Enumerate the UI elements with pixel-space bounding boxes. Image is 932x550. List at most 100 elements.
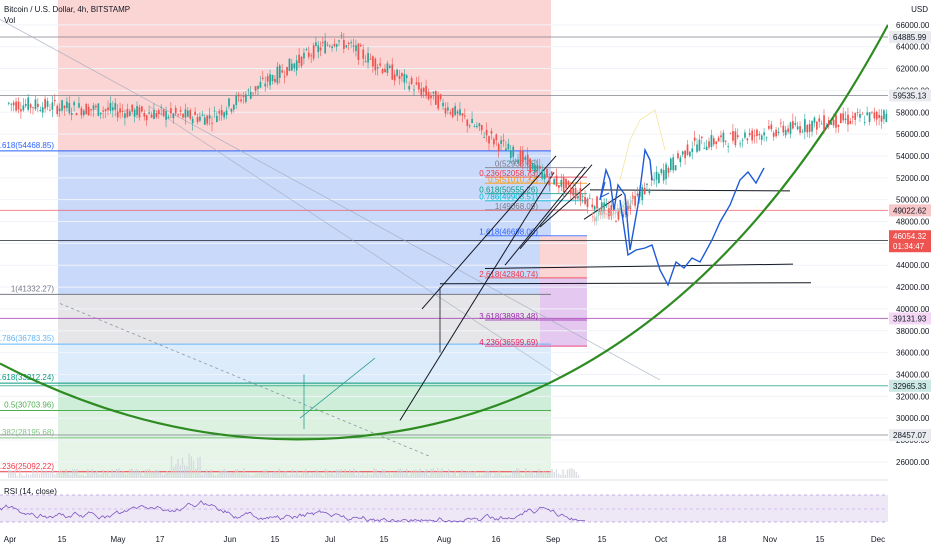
candle-body-153 — [376, 67, 379, 69]
candle-body-339 — [823, 115, 825, 130]
candle-body-149 — [367, 53, 369, 63]
time-tick-15: 15 — [816, 535, 825, 544]
volume-bar-205 — [459, 473, 461, 478]
volume-bar-116 — [263, 469, 265, 478]
forecast-body-18 — [626, 202, 628, 204]
time-tick-8: Aug — [437, 535, 451, 544]
volume-bar-213 — [476, 475, 478, 478]
candle-body-87 — [218, 111, 221, 114]
volume-bar-251 — [560, 474, 562, 478]
candle-body-142 — [350, 42, 352, 44]
candle-body-209 — [512, 146, 515, 157]
projection-path — [599, 109, 765, 287]
volume-bar-1 — [10, 470, 12, 478]
candle-body-152 — [374, 58, 377, 71]
candle-body-216 — [529, 158, 532, 173]
volume-bar-152 — [342, 474, 344, 478]
candle-body-363 — [880, 115, 883, 122]
candle-body-361 — [875, 111, 878, 120]
fib-left-label-4: 0.5(30703.96) — [4, 400, 54, 409]
candle-body-327 — [794, 122, 797, 125]
volume-bar-128 — [289, 474, 291, 478]
candle-body-70 — [177, 114, 180, 116]
candle-body-198 — [485, 129, 488, 136]
candle-body-346 — [839, 113, 842, 124]
volume-bar-66 — [153, 470, 155, 478]
trend-drawings — [0, 19, 888, 457]
candle-body-258 — [629, 205, 632, 209]
volume-bar-63 — [146, 469, 148, 478]
volume-bar-208 — [465, 471, 467, 478]
volume-bar-167 — [375, 469, 377, 478]
volume-bar-136 — [307, 472, 309, 478]
volume-bar-80 — [184, 465, 186, 478]
candle-body-174 — [427, 92, 430, 100]
volume-bar-13 — [36, 469, 38, 478]
candle-body-364 — [883, 110, 885, 120]
volume-bar-43 — [102, 469, 104, 478]
candle-body-233 — [569, 188, 572, 194]
price-tick-5: 56000.00 — [896, 130, 930, 139]
candle-body-190 — [466, 119, 469, 126]
symbol-title[interactable]: Bitcoin / U.S. Dollar, 4h, BITSTAMP — [4, 5, 131, 14]
fib-left-label-0: 1.618(54468.85) — [0, 141, 54, 150]
zone-blue — [58, 150, 551, 295]
candle-body-173 — [425, 85, 427, 96]
candle-body-314 — [763, 132, 765, 136]
volume-bar-232 — [518, 469, 520, 478]
candle-body-50 — [128, 111, 131, 117]
price-tick-0: 66000.00 — [896, 21, 930, 30]
price-flag-0-bg — [889, 31, 931, 44]
volume-label: Vol — [4, 16, 16, 25]
candle-body-283 — [689, 151, 691, 157]
volume-bar-215 — [481, 475, 483, 478]
candle-body-236 — [577, 195, 579, 199]
candle-body-139 — [343, 39, 345, 49]
candle-body-296 — [720, 135, 722, 138]
volume-bar-36 — [87, 468, 89, 478]
volume-bar-160 — [360, 474, 362, 478]
candle-body-159 — [391, 64, 394, 80]
volume-bar-119 — [269, 473, 272, 478]
candle-body-177 — [434, 91, 437, 105]
price-tick-11: 44000.00 — [896, 261, 930, 270]
rsi-band — [0, 495, 888, 522]
price-flag-1: 59535.13 — [893, 91, 927, 100]
time-tick-14: Nov — [763, 535, 777, 544]
candle-body-195 — [478, 123, 481, 127]
candle-body-69 — [174, 107, 177, 114]
time-tick-7: 15 — [380, 535, 389, 544]
volume-bar-124 — [280, 473, 283, 478]
forecast-body-6 — [603, 210, 605, 215]
volume-bar-40 — [96, 470, 98, 478]
candle-body-293 — [712, 138, 715, 145]
candle-body-362 — [878, 114, 881, 118]
volume-bar-122 — [276, 473, 278, 478]
candle-body-306 — [744, 132, 746, 138]
volume-bar-59 — [137, 470, 140, 478]
candle-body-38 — [99, 112, 102, 115]
volume-bar-113 — [256, 471, 258, 478]
time-tick-16: Dec — [871, 535, 885, 544]
fib-left-label-5: 0.382(28195.68) — [0, 428, 54, 437]
candle-body-241 — [589, 197, 591, 199]
candle-body-358 — [868, 112, 871, 122]
diag-dashed — [59, 303, 431, 457]
candle-body-26 — [70, 113, 73, 115]
candle-body-219 — [536, 164, 539, 172]
volume-bar-145 — [327, 469, 329, 478]
currency-label: USD — [911, 5, 928, 14]
candle-body-215 — [526, 154, 529, 166]
volume-bar-82 — [188, 453, 190, 478]
projection-wave-2 — [619, 167, 765, 287]
candle-body-123 — [305, 49, 308, 51]
candle-body-16 — [46, 100, 49, 107]
price-flag-6-bg — [889, 429, 931, 442]
candle-body-304 — [739, 143, 742, 145]
candle-body-285 — [693, 137, 696, 141]
candle-body-44 — [114, 103, 117, 110]
candle-body-30 — [80, 108, 83, 116]
volume-bar-169 — [379, 472, 382, 478]
candle-body-310 — [753, 135, 756, 137]
